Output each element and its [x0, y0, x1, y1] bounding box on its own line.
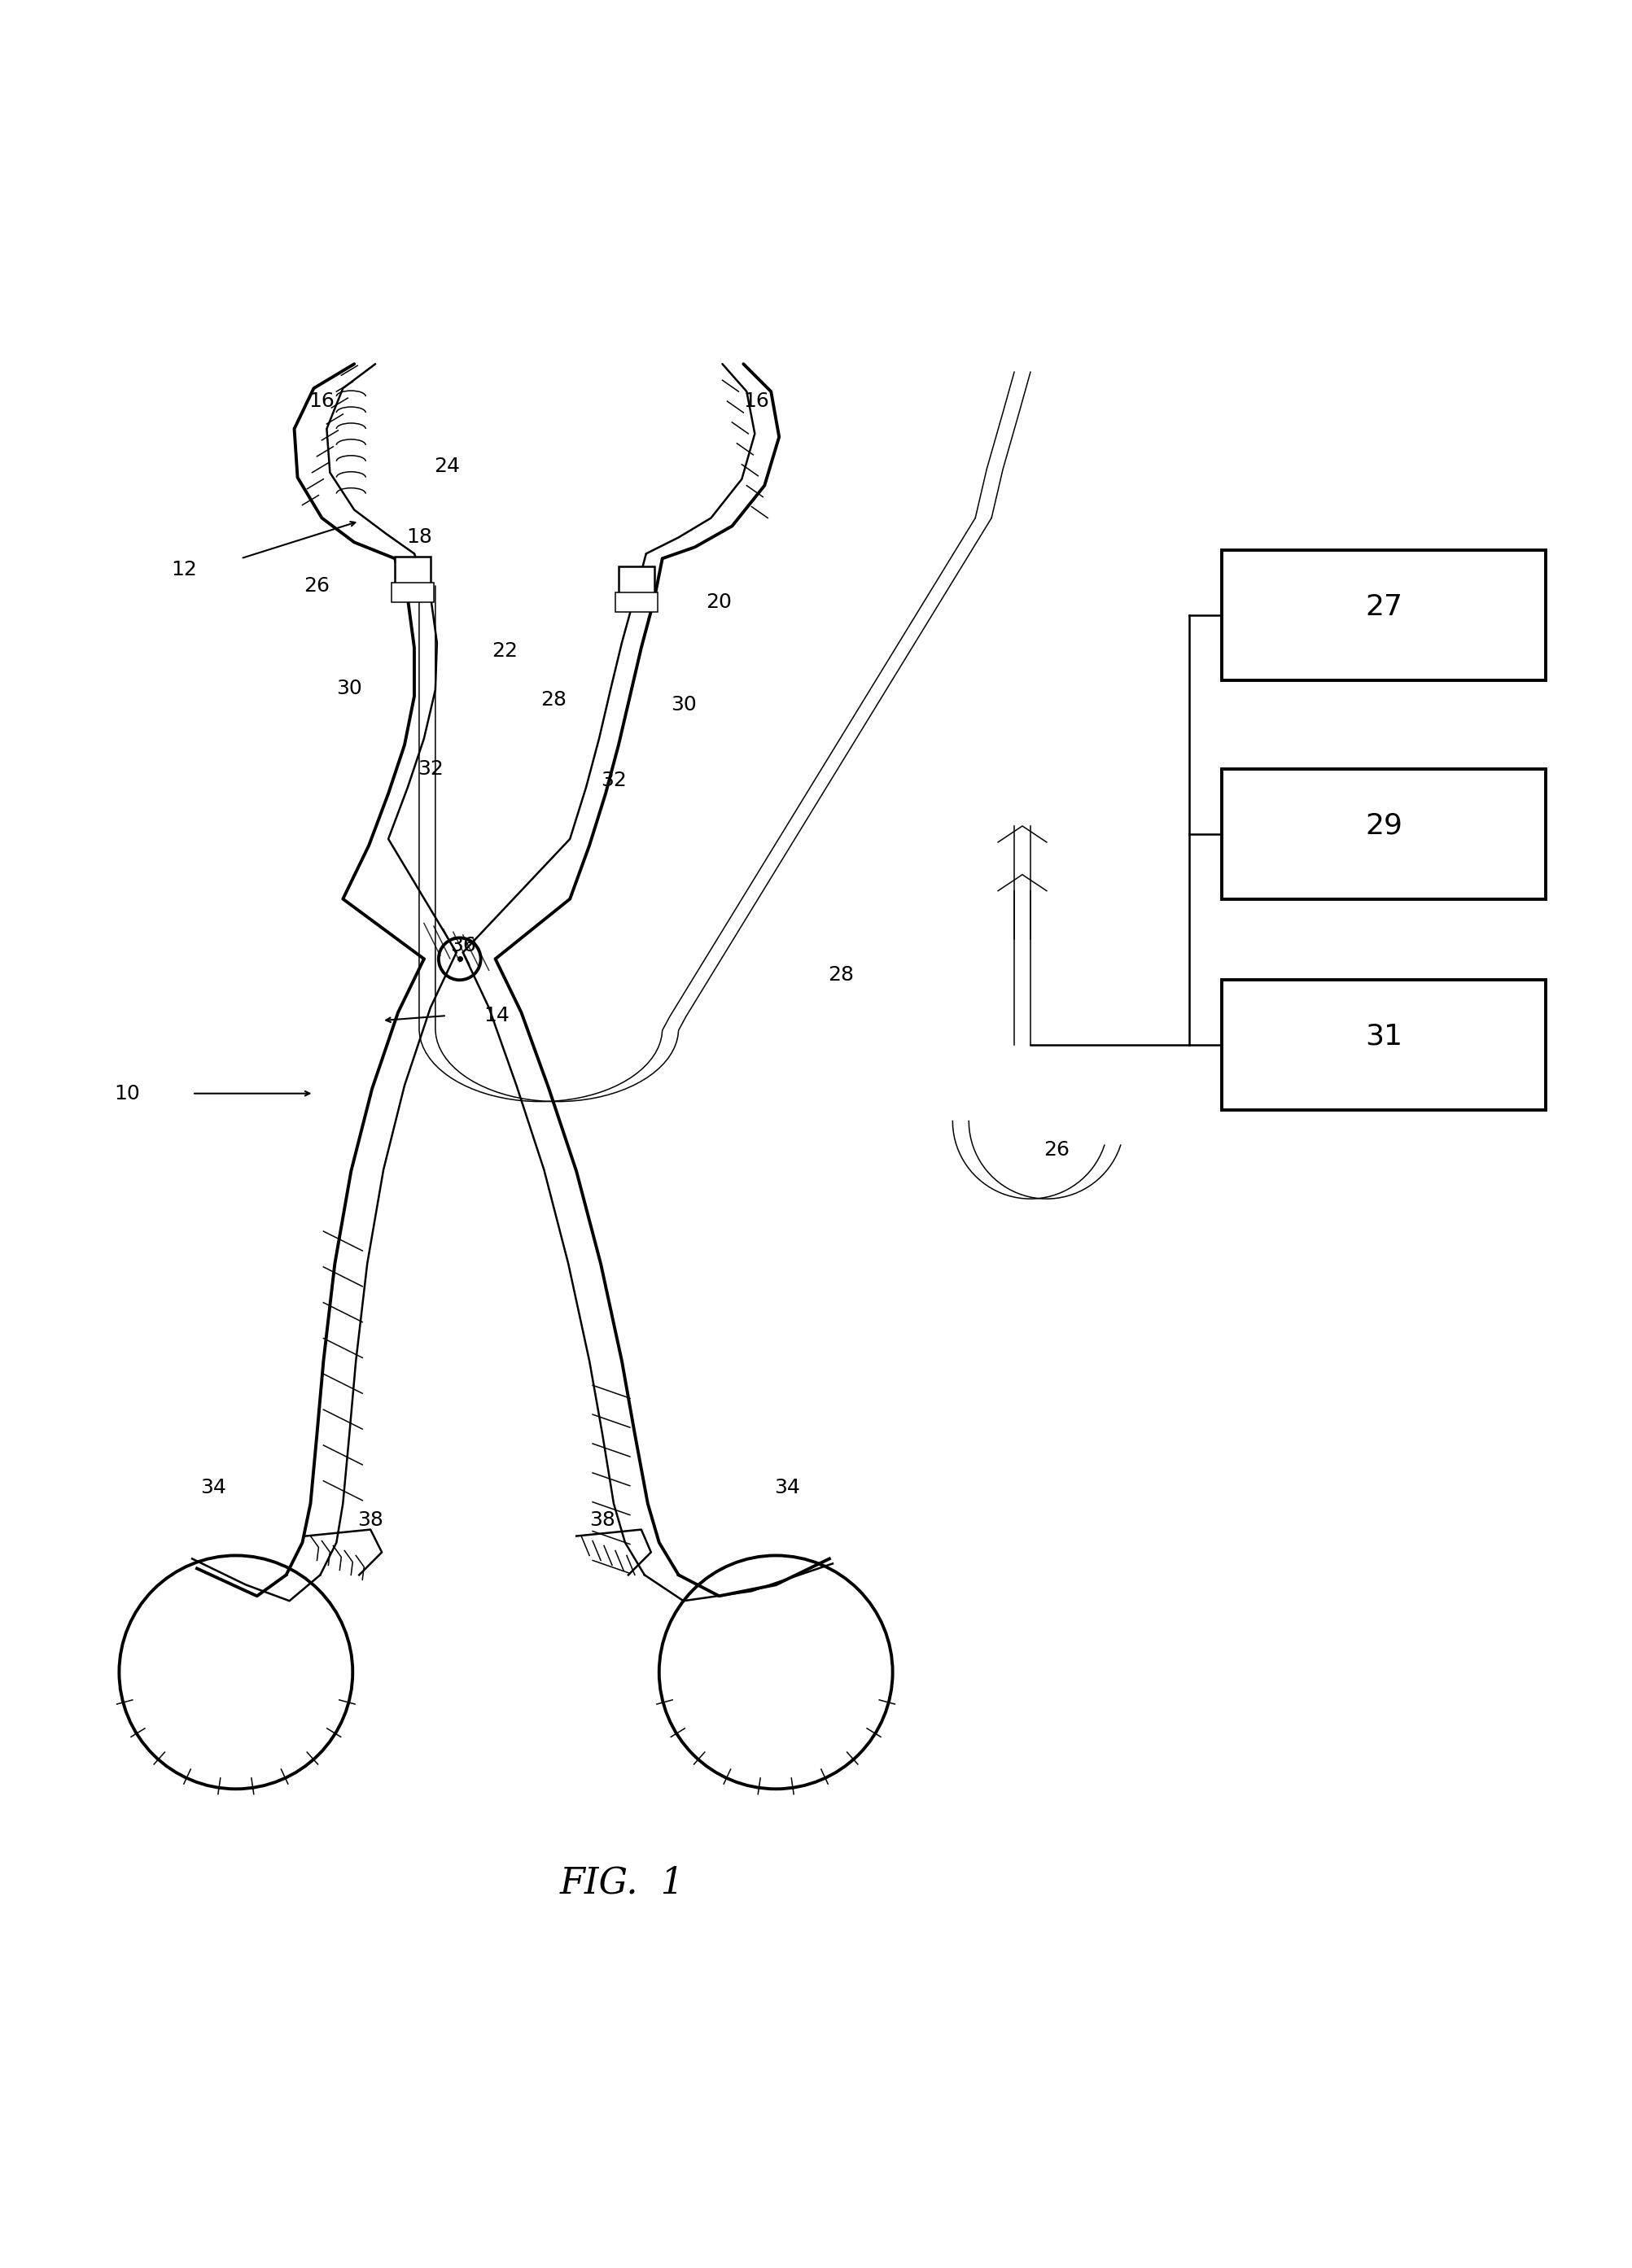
- FancyBboxPatch shape: [1221, 980, 1546, 1109]
- Text: 34: 34: [774, 1479, 800, 1497]
- Text: 38: 38: [589, 1510, 615, 1529]
- Text: 28: 28: [827, 966, 854, 984]
- Text: 32: 32: [601, 771, 627, 789]
- Text: 36: 36: [450, 937, 475, 955]
- Text: 38: 38: [357, 1510, 384, 1529]
- Text: FIG.  1: FIG. 1: [560, 1864, 684, 1901]
- Text: 27: 27: [1364, 594, 1402, 621]
- Text: 31: 31: [1364, 1023, 1402, 1050]
- Text: 16: 16: [743, 392, 769, 411]
- Text: 28: 28: [540, 689, 566, 710]
- Text: 24: 24: [434, 456, 460, 476]
- Text: 34: 34: [201, 1479, 227, 1497]
- Text: 30: 30: [671, 694, 695, 714]
- Text: 12: 12: [171, 560, 197, 581]
- Text: 26: 26: [1043, 1141, 1069, 1159]
- Text: 26: 26: [304, 576, 330, 596]
- Text: 22: 22: [491, 642, 517, 660]
- FancyBboxPatch shape: [1221, 551, 1546, 680]
- Text: 18: 18: [406, 528, 432, 547]
- FancyBboxPatch shape: [392, 583, 434, 603]
- Text: 16: 16: [308, 392, 335, 411]
- Text: 30: 30: [336, 678, 362, 699]
- Text: 32: 32: [418, 760, 444, 778]
- Text: 29: 29: [1364, 812, 1402, 839]
- FancyBboxPatch shape: [1221, 769, 1546, 898]
- FancyBboxPatch shape: [395, 558, 431, 585]
- Text: 10: 10: [114, 1084, 140, 1102]
- Text: 20: 20: [705, 592, 731, 612]
- Text: 14: 14: [483, 1007, 509, 1025]
- FancyBboxPatch shape: [619, 567, 654, 596]
- FancyBboxPatch shape: [615, 592, 658, 612]
